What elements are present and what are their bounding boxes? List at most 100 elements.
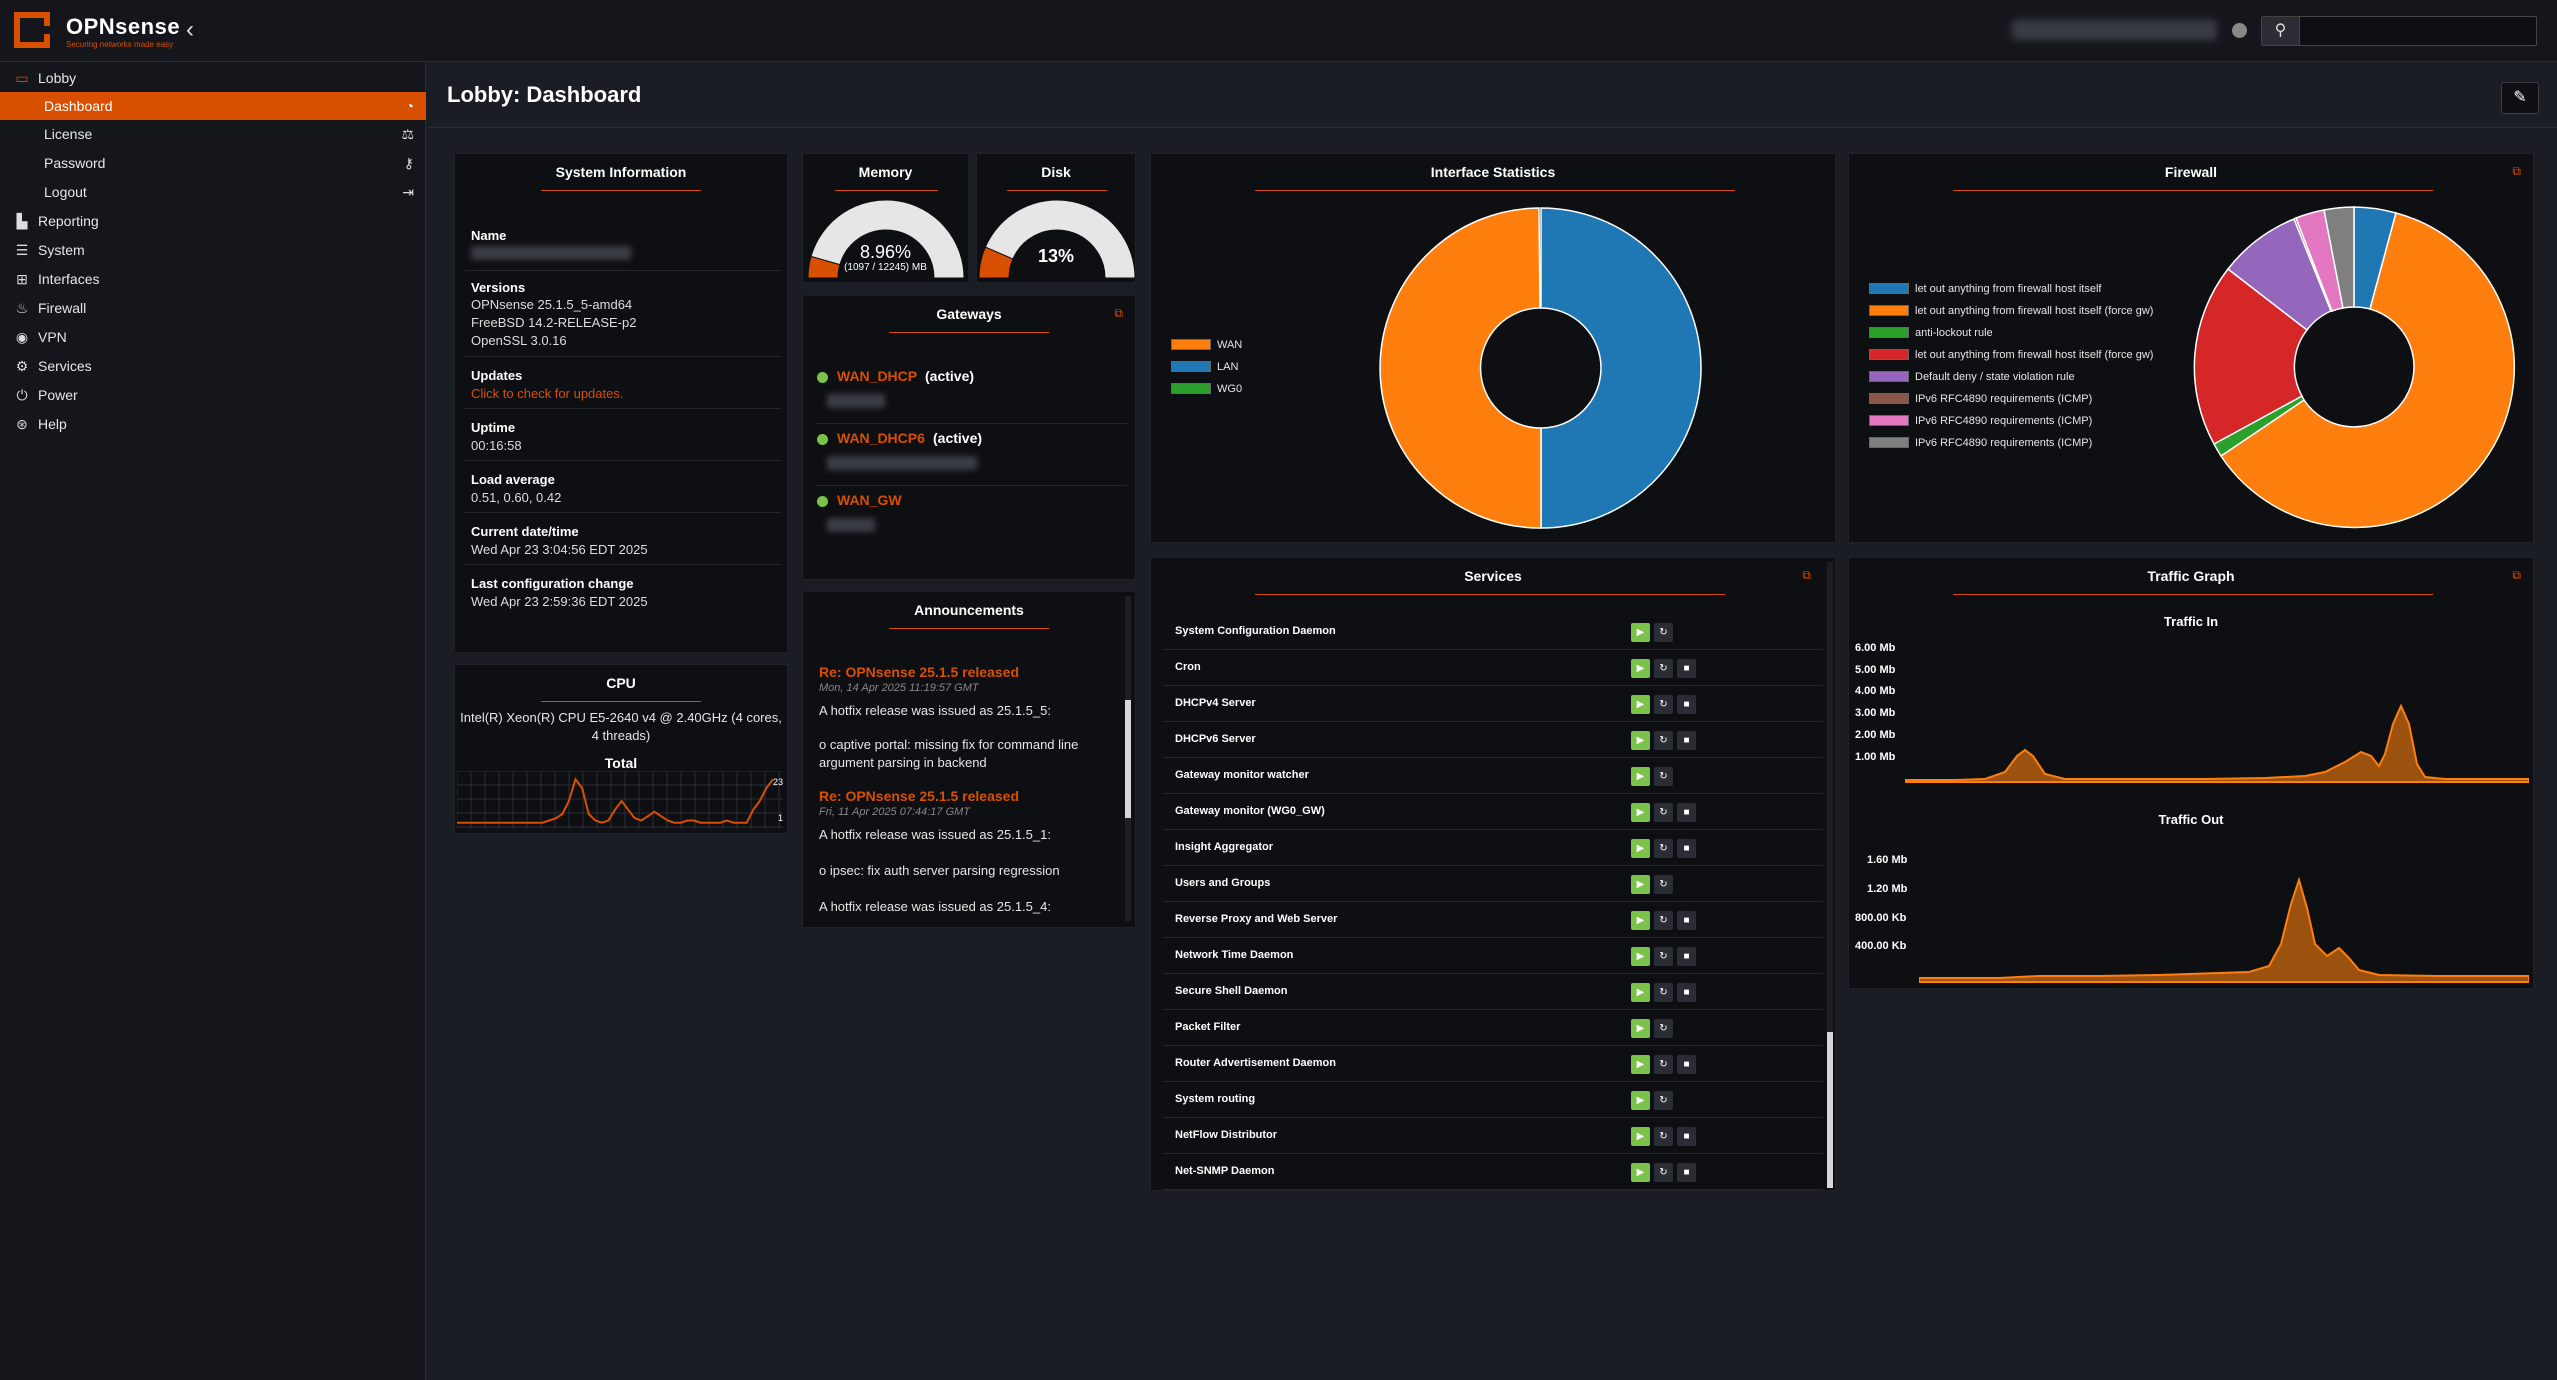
search-box[interactable]: ⚲ [2261,16,2537,46]
service-running-icon[interactable]: ▶ [1631,947,1650,966]
service-stop-icon[interactable]: ■ [1677,659,1696,678]
scrollbar[interactable] [1827,562,1833,1188]
service-restart-icon[interactable]: ↻ [1654,911,1673,930]
widget-title: Traffic Graph [2147,568,2235,584]
legend-label: IPv6 RFC4890 requirements (ICMP) [1915,437,2093,449]
service-restart-icon[interactable]: ↻ [1654,731,1673,750]
status-dot-icon [817,434,828,445]
service-restart-icon[interactable]: ↻ [1654,947,1673,966]
donut-slice[interactable] [2219,212,2516,529]
announcement-title[interactable]: Re: OPNsense 25.1.5 released [819,788,1020,804]
external-link-icon[interactable]: ⧉ [2512,164,2521,178]
service-stop-icon[interactable]: ■ [1677,1055,1696,1074]
scrollbar[interactable] [1125,596,1131,921]
announcement-title[interactable]: Re: OPNsense 25.1.5 released [819,664,1020,680]
service-running-icon[interactable]: ▶ [1631,659,1650,678]
sidebar-item-logout[interactable]: Logout ⇥ [0,178,426,206]
donut-slice-lan[interactable] [1540,207,1702,529]
service-running-icon[interactable]: ▶ [1631,695,1650,714]
external-link-icon[interactable]: ⧉ [2512,568,2521,582]
gateway-name[interactable]: WAN_DHCP6 [837,430,925,446]
service-restart-icon[interactable]: ↻ [1654,623,1673,642]
service-running-icon[interactable]: ▶ [1631,911,1650,930]
service-stop-icon[interactable]: ■ [1677,839,1696,858]
legend-swatch [1869,415,1909,426]
legend-swatch [1869,393,1909,404]
service-stop-icon[interactable]: ■ [1677,911,1696,930]
gateway-name[interactable]: WAN_DHCP [837,368,918,384]
opnsense-logo[interactable]: OPNsense Securing networks made easy [10,8,180,54]
sidebar-item-license[interactable]: License ⚖ [0,120,426,148]
donut-slice[interactable] [2323,206,2355,309]
service-running-icon[interactable]: ▶ [1631,1019,1650,1038]
service-running-icon[interactable]: ▶ [1631,875,1650,894]
service-running-icon[interactable]: ▶ [1631,1055,1650,1074]
service-running-icon[interactable]: ▶ [1631,1127,1650,1146]
service-running-icon[interactable]: ▶ [1631,803,1650,822]
service-restart-icon[interactable]: ↻ [1654,803,1673,822]
service-restart-icon[interactable]: ↻ [1654,839,1673,858]
check-updates-link[interactable]: Click to check for updates. [471,386,624,401]
service-stop-icon[interactable]: ■ [1677,947,1696,966]
sidebar-item-services[interactable]: ⚙ Services [0,352,426,380]
service-restart-icon[interactable]: ↻ [1654,875,1673,894]
legend-swatch [1869,327,1909,338]
search-icon[interactable]: ⚲ [2262,17,2300,45]
scrollbar-thumb[interactable] [1125,700,1131,818]
gateway-name[interactable]: WAN_GW [837,492,902,508]
service-running-icon[interactable]: ▶ [1631,1163,1650,1182]
service-running-icon[interactable]: ▶ [1631,1091,1650,1110]
sidebar-item-lobby[interactable]: ▭ Lobby [0,64,426,92]
legend-label: WG0 [1217,383,1243,395]
service-name: Gateway monitor (WG0_GW) [1175,805,1325,817]
gateways-widget: Gateways ⧉ WAN_DHCP (active) WAN_DHCP6 (… [802,295,1136,580]
service-running-icon[interactable]: ▶ [1631,623,1650,642]
service-stop-icon[interactable]: ■ [1677,1163,1696,1182]
service-restart-icon[interactable]: ↻ [1654,1163,1673,1182]
title-underline [1255,594,1725,595]
service-restart-icon[interactable]: ↻ [1654,1127,1673,1146]
sidebar-item-power[interactable]: ⏻ Power [0,381,426,409]
service-name: DHCPv4 Server [1175,697,1256,709]
service-restart-icon[interactable]: ↻ [1654,659,1673,678]
service-restart-icon[interactable]: ↻ [1654,1055,1673,1074]
donut-slice-wan[interactable] [1379,207,1542,529]
service-stop-icon[interactable]: ■ [1677,983,1696,1002]
service-restart-icon[interactable]: ↻ [1654,983,1673,1002]
service-restart-icon[interactable]: ↻ [1654,1019,1673,1038]
user-account[interactable] [2012,20,2217,40]
sidebar-item-password[interactable]: Password ⚷ [0,149,426,177]
service-stop-icon[interactable]: ■ [1677,1127,1696,1146]
sidebar-item-vpn[interactable]: ◉ VPN [0,323,426,351]
collapse-sidebar-icon[interactable]: ‹ [186,16,194,43]
scrollbar-thumb[interactable] [1827,1032,1833,1188]
service-stop-icon[interactable]: ■ [1677,731,1696,750]
donut-slice[interactable] [2193,267,2309,446]
service-running-icon[interactable]: ▶ [1631,983,1650,1002]
y-tick: 4.00 Mb [1855,685,1896,697]
service-running-icon[interactable]: ▶ [1631,767,1650,786]
service-restart-icon[interactable]: ↻ [1654,695,1673,714]
widget-title: System Information [555,164,687,180]
edit-dashboard-button[interactable]: ✎ [2501,82,2539,114]
title-underline [541,701,701,702]
sidebar-item-firewall[interactable]: ♨ Firewall [0,294,426,322]
sidebar-item-dashboard[interactable]: Dashboard ◔ [0,92,426,120]
service-running-icon[interactable]: ▶ [1631,839,1650,858]
traffic-in-series [1905,703,2529,783]
service-stop-icon[interactable]: ■ [1677,695,1696,714]
sidebar-item-interfaces[interactable]: ⊞ Interfaces [0,265,426,293]
sidebar-item-reporting[interactable]: ▙ Reporting [0,207,426,235]
service-running-icon[interactable]: ▶ [1631,731,1650,750]
service-restart-icon[interactable]: ↻ [1654,1091,1673,1110]
legend-swatch [1171,339,1211,350]
sidebar-item-help[interactable]: ⊛ Help [0,410,426,438]
divider [465,408,781,409]
traffic-out-title: Traffic Out [2158,812,2224,827]
sidebar-item-system[interactable]: ☰ System [0,236,426,264]
external-link-icon[interactable]: ⧉ [1114,306,1123,320]
external-link-icon[interactable]: ⧉ [1802,568,1811,582]
service-restart-icon[interactable]: ↻ [1654,767,1673,786]
y-tick: 1.00 Mb [1855,751,1896,763]
service-stop-icon[interactable]: ■ [1677,803,1696,822]
